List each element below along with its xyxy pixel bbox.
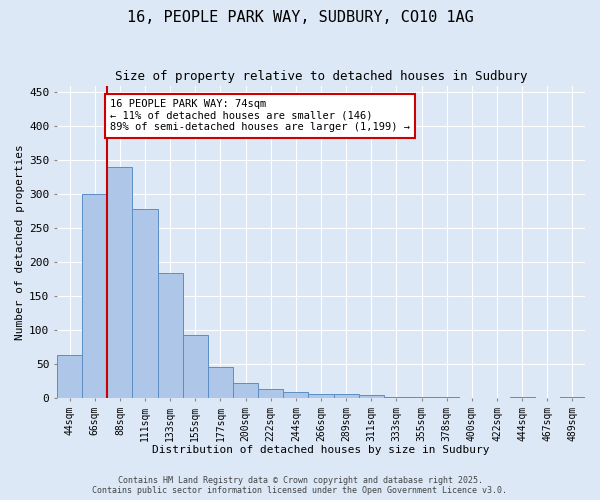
Bar [158,273,183,398]
Y-axis label: Number of detached properties: Number of detached properties [15,144,25,340]
Bar [334,394,359,398]
Bar [107,167,133,398]
Bar [82,194,107,398]
Title: Size of property relative to detached houses in Sudbury: Size of property relative to detached ho… [115,70,527,83]
Bar [308,394,334,398]
Text: 16 PEOPLE PARK WAY: 74sqm
← 11% of detached houses are smaller (146)
89% of semi: 16 PEOPLE PARK WAY: 74sqm ← 11% of detac… [110,99,410,132]
Bar [283,392,308,398]
Bar [208,368,233,398]
Bar [183,335,208,398]
Bar [560,396,585,398]
Bar [384,396,409,398]
Text: 16, PEOPLE PARK WAY, SUDBURY, CO10 1AG: 16, PEOPLE PARK WAY, SUDBURY, CO10 1AG [127,10,473,25]
Bar [57,355,82,398]
Bar [258,389,283,398]
Bar [409,396,434,398]
Bar [133,209,158,398]
Bar [233,383,258,398]
Text: Contains HM Land Registry data © Crown copyright and database right 2025.
Contai: Contains HM Land Registry data © Crown c… [92,476,508,495]
Bar [359,395,384,398]
X-axis label: Distribution of detached houses by size in Sudbury: Distribution of detached houses by size … [152,445,490,455]
